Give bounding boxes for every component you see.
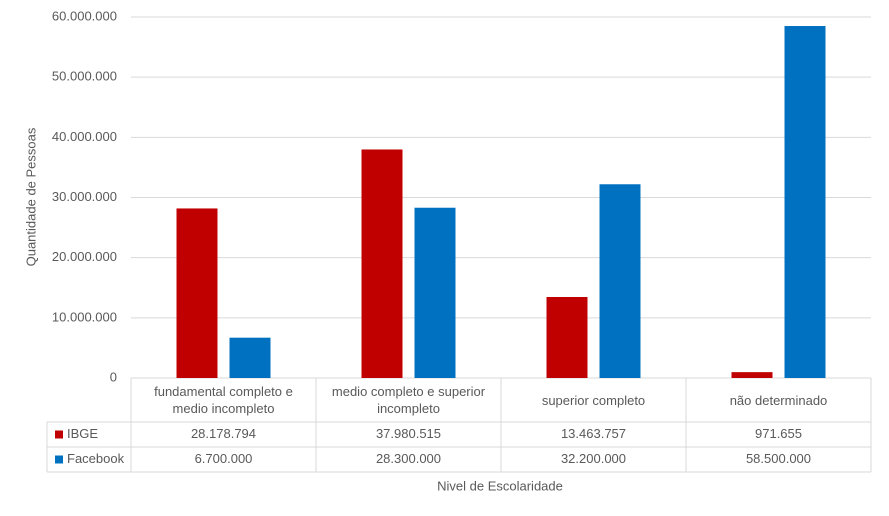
bar [784,26,826,379]
table-value: 28.178.794 [191,426,256,441]
bar [229,337,271,378]
x-tick-label: fundamental completo e medio incompleto [154,384,293,416]
table-value: 971.655 [755,426,802,441]
x-tick-label: medio completo e superior incompleto [331,384,486,416]
legend-label: Facebook [67,451,125,466]
y-tick-label: 30.000.000 [52,189,117,204]
bar [731,372,773,378]
legend-swatch [55,430,63,439]
table-value: 13.463.757 [561,426,626,441]
bar [414,207,456,378]
bar [176,208,218,378]
y-tick-label: 40.000.000 [52,129,117,144]
table-value: 6.700.000 [195,451,253,466]
y-tick-label: 60.000.000 [52,8,117,23]
x-tick-label: não determinado [729,392,828,408]
table-value: 32.200.000 [561,451,626,466]
x-tick-label: superior completo [541,392,646,408]
legend-label: IBGE [67,426,98,441]
y-tick-label: 10.000.000 [52,309,117,324]
table-value: 58.500.000 [746,451,811,466]
bar [599,184,641,378]
table-value: 28.300.000 [376,451,441,466]
legend-swatch [55,455,63,464]
y-tick-label: 50.000.000 [52,69,117,84]
x-axis-title: Nivel de Escolaridade [437,478,563,493]
table-value: 37.980.515 [376,426,441,441]
bar [546,296,588,378]
y-tick-label: 20.000.000 [52,249,117,264]
y-axis-title: Quantidade de Pessoas [23,127,38,266]
bar [361,149,403,378]
y-tick-label: 0 [110,369,117,384]
